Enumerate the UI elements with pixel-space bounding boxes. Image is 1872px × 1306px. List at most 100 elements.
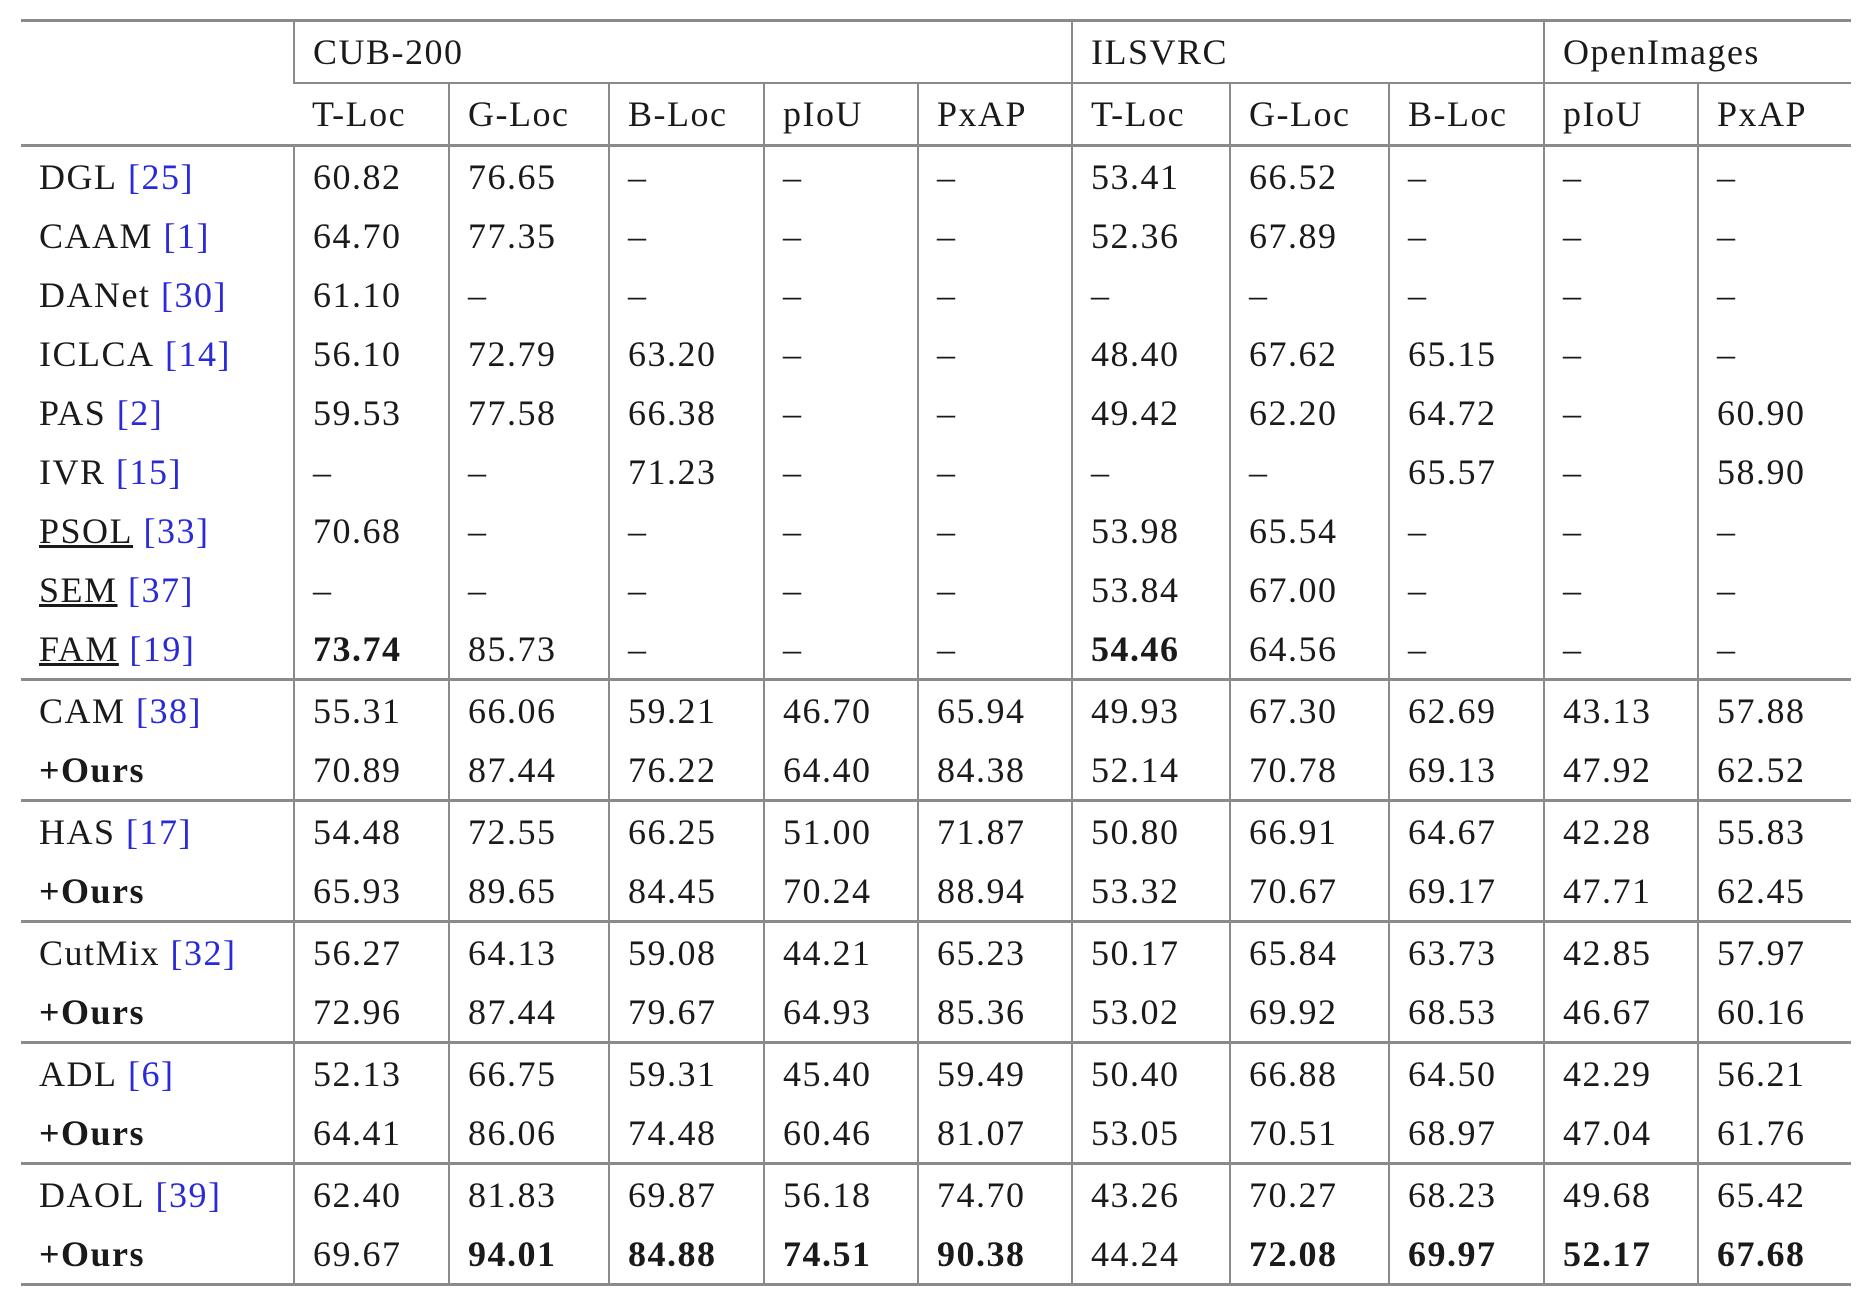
value-cell: – <box>608 560 764 619</box>
value-cell: 87.44 <box>448 740 609 801</box>
method-cell: +Ours <box>21 740 294 801</box>
value-cell: 67.62 <box>1229 324 1389 383</box>
value-cell: 74.48 <box>608 1103 764 1164</box>
value-cell: 65.84 <box>1229 920 1389 982</box>
table-row: +Ours 70.89 87.44 76.22 64.40 84.38 52.14 70.78… <box>21 740 1851 801</box>
value-cell: 59.08 <box>608 920 764 982</box>
method-name: PAS <box>39 392 107 433</box>
table-row: IVR [15] – –71.23– – – –65.57–58.90 <box>21 442 1851 501</box>
citation: [15] <box>116 451 182 492</box>
table-row: +Ours 72.96 87.44 79.67 64.93 85.36 53.02 69.92… <box>21 982 1851 1043</box>
table-row: CAAM [1] 64.70 77.35– – –52.36 67.89– – – <box>21 206 1851 265</box>
value-cell: 79.67 <box>608 982 764 1043</box>
value-cell: 53.98 <box>1071 501 1230 560</box>
value-cell: – <box>917 265 1072 324</box>
value-cell: 69.97 <box>1388 1224 1544 1286</box>
value-cell: – <box>763 324 918 383</box>
value-cell: – <box>917 501 1072 560</box>
value-cell: 87.44 <box>448 982 609 1043</box>
value-cell: – <box>763 560 918 619</box>
method-name: +Ours <box>39 1233 146 1274</box>
value-cell: – <box>763 144 918 206</box>
value-cell: – <box>763 265 918 324</box>
citation: [37] <box>128 569 195 610</box>
value-cell: 45.40 <box>763 1041 918 1103</box>
group-header: OpenImages <box>1543 19 1851 83</box>
value-cell: 85.73 <box>448 619 609 680</box>
value-cell: 70.68 <box>293 501 449 560</box>
value-cell: – <box>448 265 609 324</box>
value-cell: – <box>1543 383 1698 442</box>
method-name: IVR <box>39 451 106 492</box>
value-cell: – <box>1388 144 1544 206</box>
table-row: DGL [25] 60.82 76.65– – –53.41 66.52– – – <box>21 144 1851 206</box>
value-cell: – <box>763 442 918 501</box>
value-cell: 74.51 <box>763 1224 918 1286</box>
value-cell: 56.27 <box>293 920 449 982</box>
method-name: PSOL <box>39 510 134 551</box>
value-cell: 85.36 <box>917 982 1072 1043</box>
value-cell: 69.67 <box>293 1224 449 1286</box>
value-cell: 66.88 <box>1229 1041 1389 1103</box>
value-cell: – <box>1229 442 1389 501</box>
value-cell: 42.85 <box>1543 920 1698 982</box>
value-cell: – <box>1543 144 1698 206</box>
value-cell: – <box>763 501 918 560</box>
value-cell: 61.10 <box>293 265 449 324</box>
value-cell: 42.28 <box>1543 799 1698 861</box>
value-cell: 72.96 <box>293 982 449 1043</box>
value-cell: 65.57 <box>1388 442 1544 501</box>
value-cell: – <box>608 206 764 265</box>
citation: [14] <box>165 333 231 374</box>
method-cell: +Ours <box>21 1224 294 1286</box>
method-name: ADL <box>39 1053 118 1094</box>
value-cell: – <box>917 144 1072 206</box>
citation: [30] <box>160 274 227 315</box>
value-cell: – <box>1071 265 1230 324</box>
value-cell: 62.52 <box>1697 740 1851 801</box>
value-cell: 89.65 <box>448 861 609 922</box>
method-name: DAOL <box>39 1174 145 1215</box>
table-row: HAS [17] 54.48 72.55 66.25 51.00 71.87 50.80 66… <box>21 799 1851 861</box>
value-cell: 64.13 <box>448 920 609 982</box>
value-cell: 52.17 <box>1543 1224 1698 1286</box>
header-row: CUB-200 ILSVRC OpenImages <box>21 19 1851 146</box>
value-cell: 69.13 <box>1388 740 1544 801</box>
citation: [33] <box>143 510 210 551</box>
citation: [38] <box>136 690 203 731</box>
value-cell: 67.68 <box>1697 1224 1851 1286</box>
group-header: ILSVRC <box>1071 19 1544 83</box>
column-header: T-Loc <box>294 82 449 146</box>
corner-cell <box>21 19 294 146</box>
value-cell: 68.53 <box>1388 982 1544 1043</box>
citation: [19] <box>129 628 196 669</box>
value-cell: – <box>1697 501 1851 560</box>
citation: [25] <box>128 156 194 197</box>
value-cell: – <box>608 265 764 324</box>
table-row: DAOL [39] 62.40 81.83 69.87 56.18 74.70 43.26 7… <box>21 1162 1851 1224</box>
method-name: DANet <box>39 274 151 315</box>
value-cell: 55.31 <box>293 678 449 740</box>
value-cell: 77.58 <box>448 383 609 442</box>
value-cell: 94.01 <box>448 1224 609 1286</box>
method-cell: HAS [17] <box>21 799 294 861</box>
value-cell: – <box>293 560 449 619</box>
value-cell: 68.97 <box>1388 1103 1544 1164</box>
value-cell: 46.67 <box>1543 982 1698 1043</box>
value-cell: 59.31 <box>608 1041 764 1103</box>
value-cell: – <box>763 206 918 265</box>
value-cell: – <box>1388 501 1544 560</box>
value-cell: 69.17 <box>1388 861 1544 922</box>
value-cell: – <box>1388 265 1544 324</box>
column-header: B-Loc <box>1388 82 1544 146</box>
value-cell: – <box>1071 442 1230 501</box>
value-cell: 43.26 <box>1071 1162 1230 1224</box>
value-cell: 65.54 <box>1229 501 1389 560</box>
value-cell: 90.38 <box>917 1224 1072 1286</box>
value-cell: 49.42 <box>1071 383 1230 442</box>
value-cell: – <box>1697 265 1851 324</box>
value-cell: – <box>1697 324 1851 383</box>
method-name: +Ours <box>39 870 146 911</box>
method-cell: SEM [37] <box>21 560 294 619</box>
table-row: CutMix [32] 56.27 64.13 59.08 44.21 65.23 50.1… <box>21 920 1851 982</box>
